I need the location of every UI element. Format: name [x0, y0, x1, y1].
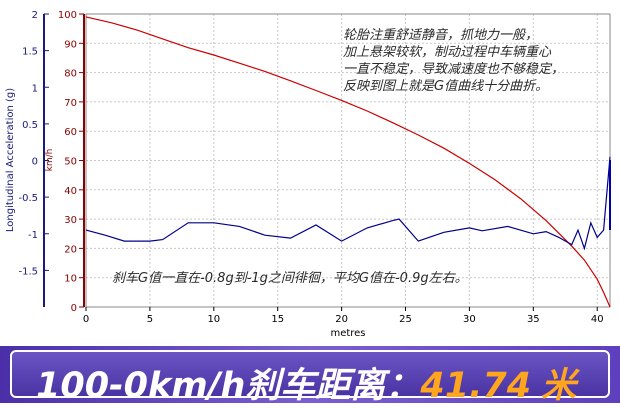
- annotation-line-1: 轮胎注重舒适静音，抓地力一般，: [343, 27, 538, 43]
- annotation-line-2: 加上悬架较软，制动过程中车辆重心: [343, 45, 552, 60]
- left-tick-label: -0.5: [18, 193, 38, 204]
- x-tick-label: 40: [591, 314, 604, 325]
- speed-tick-label: 100: [58, 10, 77, 21]
- speed-tick-label: 30: [64, 215, 77, 226]
- chart-series: [85, 16, 611, 308]
- x-tick-label: 10: [207, 314, 220, 325]
- x-axis-label: metres: [330, 328, 365, 339]
- left-tick-label: 0: [32, 157, 38, 168]
- banner-unit: 米: [541, 366, 577, 406]
- chart-background: [0, 0, 620, 345]
- annotation-line-3: 一直不稳定，导致减速度也不够稳定，: [343, 61, 564, 77]
- left-tick-label: 2: [32, 10, 38, 21]
- annotation-gvalue: 刹车G值一直在-0.8g到-1g之间徘徊，平均G值在-0.9g左右。: [112, 271, 468, 286]
- speed-tick-label: 0: [71, 303, 77, 314]
- speed-tick-label: 50: [64, 157, 77, 168]
- speed-tick-label: 80: [64, 69, 77, 80]
- annotation-block: 轮胎注重舒适静音，抓地力一般， 加上悬架较软，制动过程中车辆重心 一直不稳定，导…: [343, 27, 564, 94]
- x-tick-label: 35: [527, 314, 540, 325]
- left-tick-label: 1: [32, 83, 38, 94]
- speed-tick-label: 60: [64, 127, 77, 138]
- braking-distance-banner: 100-0km/h刹车距离：41.74 米: [0, 346, 620, 406]
- acceleration-series-line: [85, 156, 611, 251]
- x-tick-label: 15: [271, 314, 284, 325]
- x-tick-label: 5: [147, 314, 153, 325]
- left-tick-label: -1: [28, 230, 38, 241]
- left-axis-ticks: 2 1.5 1 0.5 0 -0.5 -1 -1.5: [18, 10, 49, 277]
- speed-axis-label: km/h: [45, 149, 55, 172]
- speed-series-line: [85, 16, 611, 308]
- banner-text: 100-0km/h刹车距离：41.74 米: [36, 357, 576, 408]
- speed-tick-label: 20: [64, 244, 77, 255]
- left-tick-label: 0.5: [22, 120, 38, 131]
- speed-tick-label: 90: [64, 39, 77, 50]
- left-tick-label: -1.5: [18, 266, 38, 277]
- left-tick-label: 1.5: [22, 47, 38, 58]
- speed-tick-label: 40: [64, 186, 77, 197]
- x-tick-label: 20: [335, 314, 348, 325]
- banner-panel: 100-0km/h刹车距离：41.74 米: [10, 350, 610, 406]
- x-tick-label: 0: [83, 314, 89, 325]
- speed-tick-label: 70: [64, 98, 77, 109]
- x-axis-ticks: 0 5 10 15 20 25 30 35 40: [83, 307, 604, 325]
- banner-label: 100-0km/h刹车距离：: [36, 366, 421, 406]
- left-axis-label: Longitudinal Acceleration (g): [5, 88, 16, 232]
- speed-tick-label: 10: [64, 274, 77, 285]
- braking-chart: 2 1.5 1 0.5 0 -0.5 -1 -1.5 Longitudinal Acceler…: [0, 0, 620, 345]
- x-tick-label: 30: [463, 314, 476, 325]
- annotation-line-4: 反映到图上就是G值曲线十分曲折。: [343, 79, 548, 94]
- banner-value: 41.74: [420, 366, 532, 406]
- x-tick-label: 25: [399, 314, 412, 325]
